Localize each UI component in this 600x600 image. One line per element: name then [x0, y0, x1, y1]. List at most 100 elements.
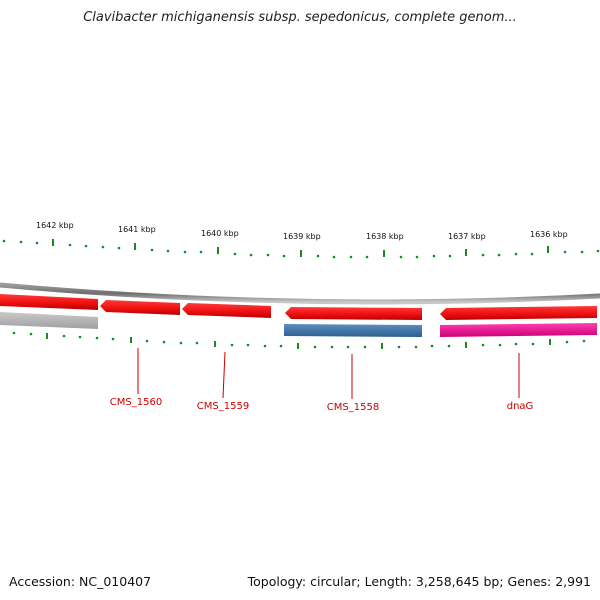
ruler-label: 1641 kbp [118, 225, 156, 234]
tick-dot [263, 344, 267, 348]
tick-dot [432, 254, 436, 258]
tick-dot [68, 243, 72, 247]
tick-dot [415, 255, 419, 259]
tick-dot [565, 340, 569, 344]
genome-backbone [0, 282, 600, 305]
major-tick [130, 337, 132, 343]
tick-dot [199, 250, 203, 254]
inner-tick-row [12, 331, 586, 349]
gene-label-leaders [137, 348, 520, 399]
tick-dot [316, 254, 320, 258]
gene-label[interactable]: CMS_1560 [110, 397, 162, 408]
major-tick [383, 250, 385, 257]
gene-leader-line [222, 351, 226, 399]
ruler-label: 1636 kbp [530, 230, 568, 239]
tick-dot [166, 249, 170, 253]
gene-label[interactable]: CMS_1558 [327, 402, 379, 413]
ruler-label: 1639 kbp [283, 232, 321, 241]
tick-dot [179, 341, 183, 345]
outer-tick-row [2, 239, 600, 259]
tick-dot [332, 255, 336, 259]
gene-feature[interactable] [0, 312, 98, 329]
major-tick [214, 341, 216, 347]
tick-dot [447, 344, 451, 348]
topology-summary: Topology: circular; Length: 3,258,645 bp… [247, 574, 591, 589]
tick-dot [346, 345, 350, 349]
tick-dot [249, 253, 253, 257]
tick-dot [150, 248, 154, 252]
accession-text: Accession: NC_010407 [9, 574, 152, 589]
tick-dot [481, 253, 485, 257]
gene-feature[interactable] [284, 324, 422, 337]
tick-dot [498, 343, 502, 347]
tick-dot [414, 345, 418, 349]
tick-dot [35, 241, 39, 245]
ruler-label: 1640 kbp [201, 229, 239, 238]
tick-dot [530, 252, 534, 256]
tick-dot [330, 345, 334, 349]
major-tick [46, 333, 48, 339]
ruler-label: 1642 kbp [36, 221, 74, 230]
tick-dot [397, 345, 401, 349]
tick-dot [111, 337, 115, 341]
tick-dot [313, 345, 317, 349]
tick-dot [195, 341, 199, 345]
gene-feature[interactable] [182, 303, 271, 318]
major-tick [52, 239, 54, 246]
major-tick [465, 342, 467, 348]
tick-dot [29, 332, 33, 336]
tick-dot [101, 245, 105, 249]
major-tick [381, 343, 383, 349]
tick-dot [95, 336, 99, 340]
tick-dot [19, 240, 23, 244]
gene-feature[interactable] [285, 307, 422, 320]
gene-feature[interactable] [440, 323, 597, 337]
tick-dot [233, 252, 237, 256]
tick-dot [117, 246, 121, 250]
tick-dot [230, 343, 234, 347]
gene-label[interactable]: dnaG [507, 401, 534, 412]
genome-title: Clavibacter michiganensis subsp. sepedon… [83, 10, 517, 25]
major-tick [134, 243, 136, 250]
tick-dot [78, 335, 82, 339]
ruler-label: 1638 kbp [366, 232, 404, 241]
tick-dot [279, 344, 283, 348]
tick-dot [84, 244, 88, 248]
tick-dot [349, 255, 353, 259]
tick-dot [531, 342, 535, 346]
major-tick [217, 247, 219, 254]
major-tick [549, 339, 551, 345]
major-tick [465, 249, 467, 256]
gene-feature[interactable] [0, 294, 98, 310]
tick-dot [497, 253, 501, 257]
tick-dot [365, 255, 369, 259]
tick-dot [399, 255, 403, 259]
tick-dot [62, 334, 66, 338]
tick-dot [582, 339, 586, 343]
tick-dot [145, 339, 149, 343]
gene-feature[interactable] [100, 300, 180, 315]
tick-dot [448, 254, 452, 258]
tick-dot [12, 331, 16, 335]
forward-strand-track [0, 294, 597, 320]
gene-labels: CMS_1560 CMS_1559 CMS_1558 dnaG [110, 397, 533, 413]
tick-dot [183, 250, 187, 254]
tick-dot [246, 343, 250, 347]
gene-feature[interactable] [440, 306, 597, 320]
tick-dot [514, 252, 518, 256]
major-tick [300, 250, 302, 257]
tick-dot [563, 250, 567, 254]
tick-dot [363, 345, 367, 349]
tick-dot [481, 343, 485, 347]
ruler-label: 1637 kbp [448, 232, 486, 241]
reverse-strand-track [0, 312, 597, 337]
tick-dot [596, 249, 600, 253]
gene-label[interactable]: CMS_1559 [197, 401, 249, 412]
tick-dot [430, 344, 434, 348]
major-tick [547, 246, 549, 253]
ruler-labels: 1642 kbp 1641 kbp 1640 kbp 1639 kbp 1638… [36, 221, 568, 241]
tick-dot [266, 253, 270, 257]
major-tick [297, 343, 299, 349]
